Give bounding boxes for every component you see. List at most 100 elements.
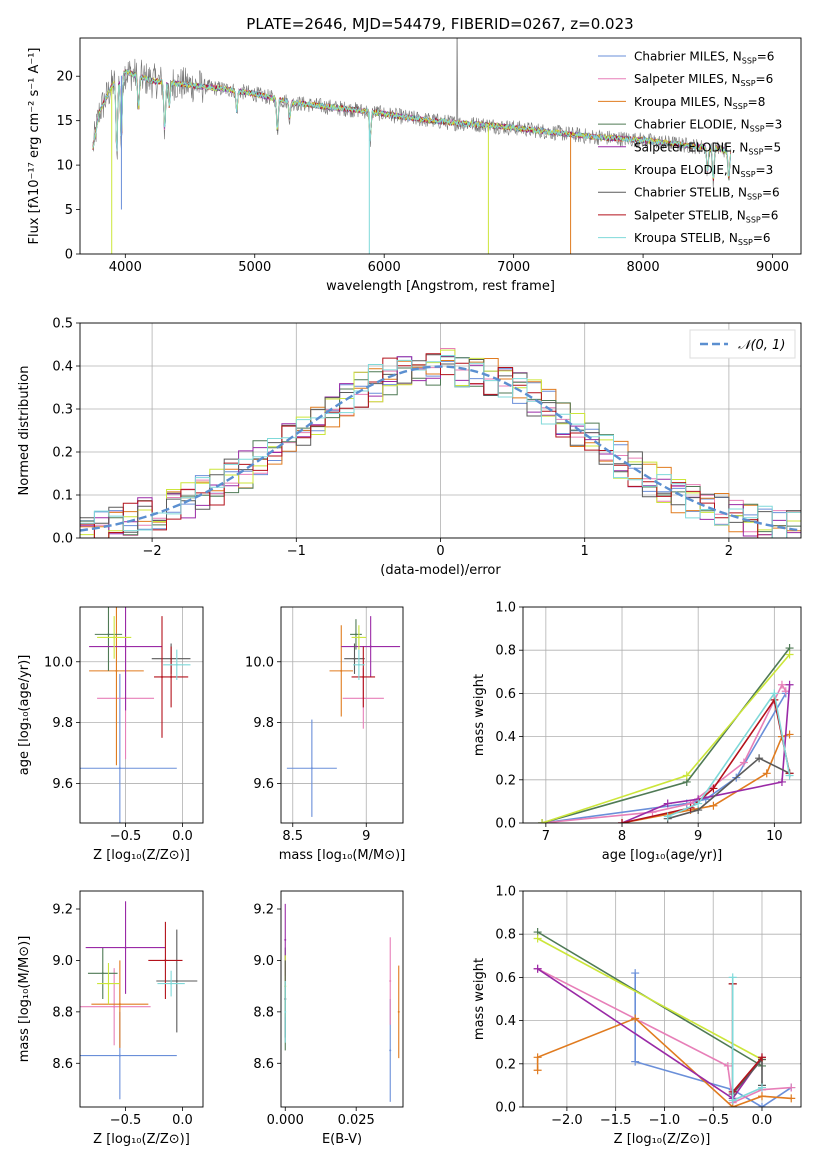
x-tick-label: 0.000 [267,1113,304,1128]
axes-frame [79,37,802,255]
point-salpeter_elodie [369,645,372,648]
y-tick-label: 0.2 [495,1057,516,1072]
point-chabrier_miles [389,1049,392,1052]
series-chabrier_stelib [667,757,790,820]
x-tick-label: 0.0 [172,829,193,844]
legend-label-salpeter_miles: Salpeter MILES, NSSP=6 [634,72,773,88]
marker-kroupa_miles [757,1092,766,1101]
x-axis-label: Z [log₁₀(Z/Z⊙)] [93,848,190,863]
point-salpeter_stelib [170,675,173,678]
plot-area [523,891,801,1107]
marker-kroupa_elodie [682,771,691,780]
point-kroupa_elodie [107,982,110,985]
y-tick-label: 9.8 [52,716,73,731]
y-tick-label: 0.4 [495,1014,516,1029]
x-tick-label: 10 [766,829,783,844]
plot-area [80,323,801,538]
point-kroupa_miles [118,1003,121,1006]
axes-weight_vs_z: −2.0 −1.5 −1.0 −0.5 0.0 0.0 0.2 0.4 0.6 0.8 1.0 Z [… [472,885,802,1147]
x-tick-label: 8000 [627,260,660,275]
axes-frame [522,890,802,1108]
point-kroupa_miles [115,669,118,672]
plot-area [92,38,732,254]
axes-weight_vs_age: 7 8 9 10 0.0 0.2 0.4 0.6 0.8 1.0 age [log₁₀(age/yr… [472,601,802,863]
marker-kroupa_miles [787,1094,796,1103]
y-tick-label: 0.2 [52,446,73,461]
marker-chabrier_stelib [755,754,764,763]
y-tick-label: 10.0 [245,655,274,670]
axes-mass_vs_z: −0.5 0.0 8.6 8.8 9.0 9.2 Z [log₁₀(Z/Z⊙)] mass [… [17,890,204,1147]
hist-salpeter_stelib [80,353,801,538]
marker-kroupa_stelib [663,812,672,821]
axes-mass_vs_ebv: 0.000 0.025 8.6 8.8 9.0 9.2 E(B-V) [253,890,404,1147]
x-tick-label: 7000 [497,260,530,275]
y-tick-label: 0 [65,248,73,263]
y-tick-label: 0.1 [52,489,73,504]
point-chabrier_elodie [107,633,110,636]
marker-kroupa_miles [533,1053,542,1062]
axes-frame [522,606,802,824]
x-axis-label: E(B-V) [322,1132,362,1147]
point-chabrier_miles [118,1054,121,1057]
plot-area [284,903,400,1102]
marker-salpeter_elodie [777,777,786,786]
marker-salpeter_stelib [757,1053,766,1062]
legend: Chabrier MILES, NSSP=6 Salpeter MILES, NS… [598,50,782,247]
series-salpeter_stelib [731,983,763,1095]
point-kroupa_stelib [170,982,173,985]
legend-label-kroupa_miles: Kroupa MILES, NSSP=8 [634,95,765,111]
y-tick-label: 1.0 [495,885,516,900]
x-axis-label: age [log₁₀(age/yr)] [602,848,723,863]
plot-area [281,607,403,823]
point-salpeter_stelib [362,675,365,678]
legend-label-salpeter_elodie: Salpeter ELODIE, NSSP=5 [634,140,781,156]
y-tick-label: 9.6 [253,777,274,792]
marker-kroupa_stelib [757,1083,766,1092]
y-tick-label: 0.0 [495,1101,516,1116]
y-tick-label: 20 [56,70,73,85]
axes-spectrum: 4000 5000 6000 7000 8000 9000 0 5 10 15 20 waveleng… [27,37,802,294]
series-kroupa_elodie [541,653,791,823]
x-tick-label: −0.5 [110,829,142,844]
y-axis-label: age [log₁₀(age/yr)] [17,655,32,776]
legend-label: 𝒩(0, 1) [738,338,785,353]
x-tick-label: 9 [694,829,702,844]
series-kroupa_stelib [731,977,763,1102]
x-tick-label: −1 [287,544,306,559]
axes-age_vs_z: −0.5 0.0 9.6 9.8 10.0 Z [log₁₀(Z/Z⊙)] age [log… [17,606,204,863]
marker-kroupa_miles [709,801,718,810]
point-chabrier_stelib [353,657,356,660]
x-tick-label: −0.5 [110,1113,142,1128]
marker-kroupa_miles [762,769,771,778]
y-axis-label: mass weight [472,674,487,756]
plot-area [523,607,801,823]
y-tick-label: 15 [56,114,73,129]
y-tick-label: 0.5 [52,317,73,332]
x-tick-label: 6000 [368,260,401,275]
x-tick-label: −2.0 [551,1113,583,1128]
x-tick-label: 0 [436,544,444,559]
legend: 𝒩(0, 1) [689,329,796,359]
x-tick-label: 1 [581,544,589,559]
marker-salpeter_miles [739,758,748,767]
point-kroupa_stelib [284,1010,287,1013]
y-axis-label: mass weight [472,958,487,1040]
series-salpeter_elodie [537,968,763,1100]
y-tick-label: 9.0 [253,954,274,969]
legend-label-chabrier_elodie: Chabrier ELODIE, NSSP=3 [634,118,782,134]
point-kroupa_miles [340,669,343,672]
x-tick-label: −1.0 [649,1113,681,1128]
point-chabrier_elodie [354,633,357,636]
y-axis-label: Flux [fλ10⁻¹⁷ erg cm⁻² s⁻¹ A⁻¹] [27,48,42,245]
marker-kroupa_stelib [728,973,737,982]
y-tick-label: 10.0 [44,655,73,670]
y-tick-label: 0.6 [495,687,516,702]
x-tick-label: 7 [542,829,550,844]
y-tick-label: 8.6 [253,1057,274,1072]
marker-salpeter_elodie [785,680,794,689]
x-tick-label: 0.025 [338,1113,375,1128]
y-tick-label: 9.2 [52,903,73,918]
x-tick-label: −1.5 [600,1113,632,1128]
marker-chabrier_miles [631,969,640,978]
y-tick-label: 0.4 [52,360,73,375]
